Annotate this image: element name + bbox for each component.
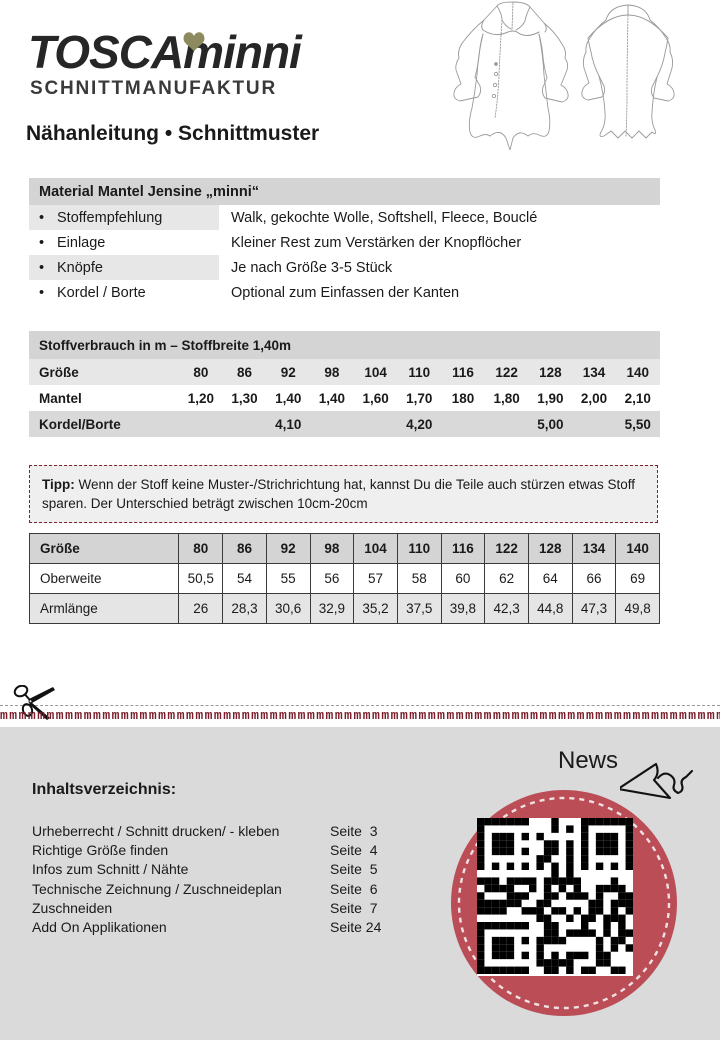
svg-text:SCHNITTMANUFAKTUR: SCHNITTMANUFAKTUR (30, 78, 277, 99)
svg-text:TOSCAminni: TOSCAminni (28, 26, 303, 78)
